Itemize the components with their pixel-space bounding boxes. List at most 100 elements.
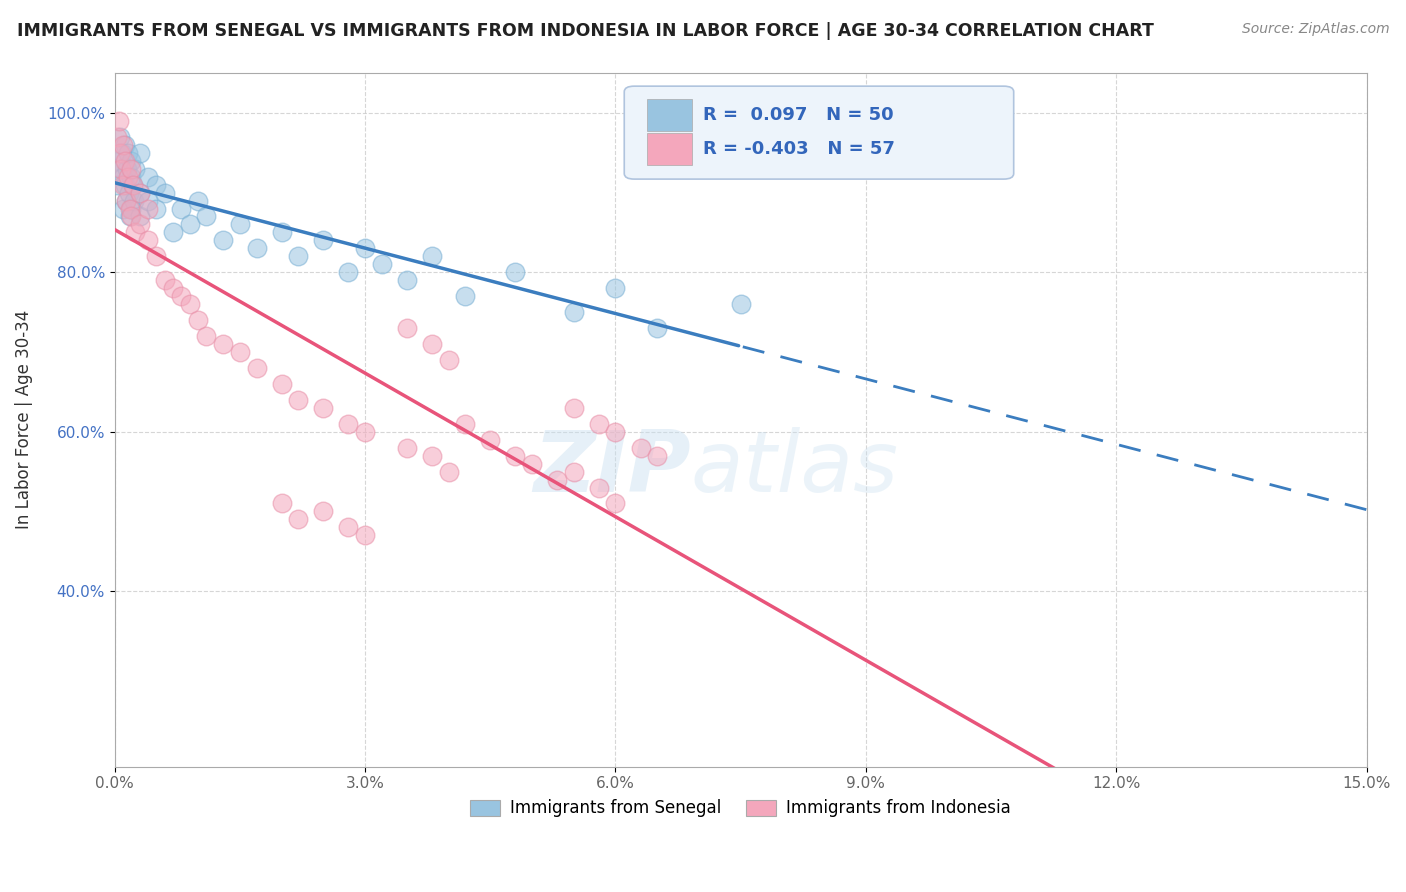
Legend: Immigrants from Senegal, Immigrants from Indonesia: Immigrants from Senegal, Immigrants from…	[464, 793, 1018, 824]
Point	[437, 353, 460, 368]
Point	[170, 202, 193, 216]
Point	[546, 473, 568, 487]
Point	[124, 226, 146, 240]
Point	[605, 496, 627, 510]
Point	[312, 234, 335, 248]
Point	[229, 345, 252, 359]
Point	[179, 218, 201, 232]
Point	[605, 281, 627, 295]
Point	[122, 178, 145, 192]
Point	[312, 504, 335, 518]
Point	[630, 441, 652, 455]
Point	[270, 496, 292, 510]
Point	[337, 265, 360, 279]
Point	[128, 186, 150, 200]
Point	[562, 305, 585, 319]
Point	[420, 337, 443, 351]
Point	[145, 178, 167, 192]
Point	[270, 226, 292, 240]
Point	[117, 145, 139, 160]
Point	[153, 186, 176, 200]
Point	[337, 520, 360, 534]
Point	[115, 194, 138, 208]
Point	[145, 202, 167, 216]
Point	[114, 178, 136, 192]
Point	[287, 392, 309, 407]
Point	[212, 337, 235, 351]
Point	[395, 441, 418, 455]
Text: Source: ZipAtlas.com: Source: ZipAtlas.com	[1241, 22, 1389, 37]
FancyBboxPatch shape	[624, 87, 1014, 179]
Point	[111, 137, 134, 152]
FancyBboxPatch shape	[647, 133, 692, 164]
Point	[118, 186, 141, 200]
Point	[420, 249, 443, 263]
Point	[136, 234, 159, 248]
Point	[111, 145, 134, 160]
Point	[337, 417, 360, 431]
Point	[105, 129, 128, 144]
Point	[120, 169, 142, 184]
Point	[287, 249, 309, 263]
Point	[520, 457, 543, 471]
Y-axis label: In Labor Force | Age 30-34: In Labor Force | Age 30-34	[15, 310, 32, 529]
Point	[354, 528, 377, 542]
Text: R =  0.097   N = 50: R = 0.097 N = 50	[703, 106, 894, 124]
Point	[730, 297, 752, 311]
Point	[120, 202, 142, 216]
Point	[118, 202, 141, 216]
Point	[108, 145, 131, 160]
Point	[115, 161, 138, 176]
Point	[114, 137, 136, 152]
Point	[110, 161, 132, 176]
Point	[120, 161, 142, 176]
Text: R = -0.403   N = 57: R = -0.403 N = 57	[703, 139, 896, 158]
Point	[111, 169, 134, 184]
Point	[136, 202, 159, 216]
Point	[437, 465, 460, 479]
Point	[395, 321, 418, 335]
Point	[170, 289, 193, 303]
Point	[588, 417, 610, 431]
Point	[229, 218, 252, 232]
Point	[110, 161, 132, 176]
Point	[245, 241, 267, 255]
Text: atlas: atlas	[690, 427, 898, 510]
Point	[145, 249, 167, 263]
Point	[454, 289, 477, 303]
Point	[115, 194, 138, 208]
Point	[162, 281, 184, 295]
Point	[122, 178, 145, 192]
Point	[645, 449, 668, 463]
Point	[179, 297, 201, 311]
Point	[588, 481, 610, 495]
Point	[128, 218, 150, 232]
Point	[479, 433, 502, 447]
Point	[120, 153, 142, 168]
Point	[420, 449, 443, 463]
Text: IMMIGRANTS FROM SENEGAL VS IMMIGRANTS FROM INDONESIA IN LABOR FORCE | AGE 30-34 : IMMIGRANTS FROM SENEGAL VS IMMIGRANTS FR…	[17, 22, 1154, 40]
Point	[562, 465, 585, 479]
Point	[287, 512, 309, 526]
Point	[128, 145, 150, 160]
Point	[114, 153, 136, 168]
Point	[212, 234, 235, 248]
Point	[162, 226, 184, 240]
Point	[111, 178, 134, 192]
Point	[371, 257, 394, 271]
Point	[110, 129, 132, 144]
Point	[128, 186, 150, 200]
Point	[124, 161, 146, 176]
Point	[312, 401, 335, 415]
Point	[354, 241, 377, 255]
Point	[136, 194, 159, 208]
Point	[107, 153, 129, 168]
Point	[105, 178, 128, 192]
Point	[505, 449, 527, 463]
Point	[195, 210, 218, 224]
Point	[122, 194, 145, 208]
Point	[454, 417, 477, 431]
Point	[118, 210, 141, 224]
Point	[354, 425, 377, 439]
Point	[111, 202, 134, 216]
